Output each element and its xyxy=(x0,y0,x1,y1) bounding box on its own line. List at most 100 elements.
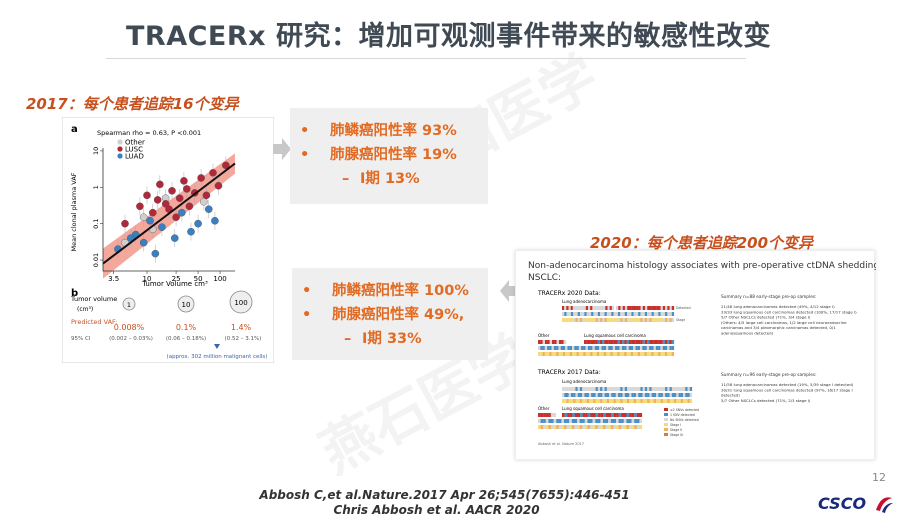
heatmap-cell xyxy=(575,312,578,316)
heatmap-cell xyxy=(579,312,583,316)
heatmap-cell xyxy=(542,352,545,356)
heatmap-cell xyxy=(651,306,655,310)
heatmap-cell xyxy=(680,393,684,397)
heatmap-cell xyxy=(608,419,611,423)
slide-title: TRACERx 研究：增加可观测事件带来的敏感性改变 xyxy=(126,21,771,52)
data-point-luad xyxy=(158,223,166,231)
heatmap-cell xyxy=(577,387,581,391)
heatmap-cell xyxy=(571,419,575,423)
heatmap-cell xyxy=(548,413,551,417)
heatmap-cell xyxy=(618,425,622,429)
heatmap-cell xyxy=(629,387,632,391)
heatmap-cell xyxy=(600,425,604,429)
heatmap-cell xyxy=(634,413,637,417)
heatmap-cell xyxy=(622,312,625,316)
heatmap-cell xyxy=(631,318,634,322)
heatmap-cell xyxy=(609,306,612,310)
heatmap-cell xyxy=(601,346,604,350)
y-axis-label: Mean clonal plasma VAF xyxy=(70,172,78,251)
heatmap-cell xyxy=(667,318,670,322)
data-point-lusc xyxy=(143,191,151,200)
heatmap-cell xyxy=(551,352,554,356)
heatmap-cell xyxy=(631,413,635,417)
heatmap-cell xyxy=(638,318,641,322)
heatmap-cell xyxy=(629,340,632,344)
heatmap-cell xyxy=(619,352,622,356)
heatmap-cell xyxy=(588,312,592,316)
bullets-2017: • 肺鳞癌阳性率 93% • 肺腺癌阳性率 19% – I期 13% xyxy=(290,108,488,204)
heatmap-cell xyxy=(544,352,548,356)
summary-line: detected) xyxy=(721,393,740,398)
heatmap-cell xyxy=(651,387,654,391)
heatmap-cell xyxy=(633,393,637,397)
heatmap-cell xyxy=(595,425,598,429)
heatmap-cell xyxy=(629,425,632,429)
heatmap-cell xyxy=(571,425,575,429)
lung-adeno-label-2017: Lung adenocarcinoma xyxy=(562,379,607,384)
heatmap-cell xyxy=(671,399,675,403)
heatmap-cell xyxy=(562,393,565,397)
legend-swatch xyxy=(117,153,123,159)
heatmap-cell xyxy=(602,393,605,397)
heatmap-cell xyxy=(621,413,625,417)
heatmap-cell xyxy=(636,413,640,417)
heatmap-cell xyxy=(642,312,645,316)
axes xyxy=(102,148,235,272)
heatmap-cell xyxy=(604,387,607,391)
heatmap-cell xyxy=(662,387,666,391)
heatmap-cell xyxy=(678,393,681,397)
summary-2020: 21/48 lung adenocarcinomas detected (49%… xyxy=(721,304,857,336)
heatmap-cell xyxy=(671,340,675,344)
heatmap-cell xyxy=(629,306,632,310)
heatmap-cell xyxy=(639,425,643,429)
heatmap-cell xyxy=(642,318,645,322)
heatmap-cell xyxy=(587,413,591,417)
heatmap-cell xyxy=(633,312,637,316)
x-tick-label: 50 xyxy=(194,275,203,283)
heatmap-cell xyxy=(616,425,619,429)
heatmap-cell xyxy=(609,318,612,322)
heatmap-cell xyxy=(612,346,616,350)
heatmap-cell xyxy=(644,352,647,356)
key-label: Stage II xyxy=(670,428,682,432)
heatmap-cell xyxy=(556,425,559,429)
fig-heading-line2: NSCLC: xyxy=(528,273,561,283)
heatmap-cell xyxy=(609,393,612,397)
data-point-other xyxy=(200,197,208,206)
heatmap-cell xyxy=(640,346,643,350)
heatmap-cell xyxy=(603,419,606,423)
heatmap-cell xyxy=(653,387,657,391)
heatmap-cell xyxy=(591,393,594,397)
heatmap-cell xyxy=(584,425,588,429)
detected-row-label: Detected xyxy=(676,306,691,310)
heatmap-cell xyxy=(647,318,650,322)
heatmap-cell xyxy=(649,387,652,391)
heatmap-cell xyxy=(671,312,675,316)
heatmap-cell xyxy=(620,312,623,316)
heatmap-cell xyxy=(624,399,628,403)
heatmap-cell xyxy=(660,312,663,316)
heatmap-cell xyxy=(558,419,562,423)
heatmap-cell xyxy=(585,346,588,350)
heatmap-cell xyxy=(575,387,578,391)
heatmap-cell xyxy=(600,419,604,423)
heatmap-cell xyxy=(640,352,643,356)
heatmap-cell xyxy=(577,425,580,429)
heatmap-cell xyxy=(593,312,596,316)
heatmap-cell xyxy=(609,312,612,316)
heatmap-cell xyxy=(566,312,569,316)
heatmap-cell xyxy=(606,340,609,344)
data-point-luad xyxy=(146,216,154,225)
heatmap-cell xyxy=(611,387,614,391)
heatmap-cell xyxy=(603,306,606,310)
heatmap-cell xyxy=(540,419,544,423)
heatmap-cell xyxy=(669,346,672,350)
heatmap-cell xyxy=(658,346,661,350)
bullet-item: – I期 33% xyxy=(344,331,422,347)
heatmap-cell xyxy=(542,346,545,350)
legend-label: Other xyxy=(125,139,145,147)
heatmap-cell xyxy=(564,393,567,397)
heatmap-cell xyxy=(588,387,592,391)
heatmap-cell xyxy=(595,312,598,316)
data-point-other xyxy=(139,213,148,222)
